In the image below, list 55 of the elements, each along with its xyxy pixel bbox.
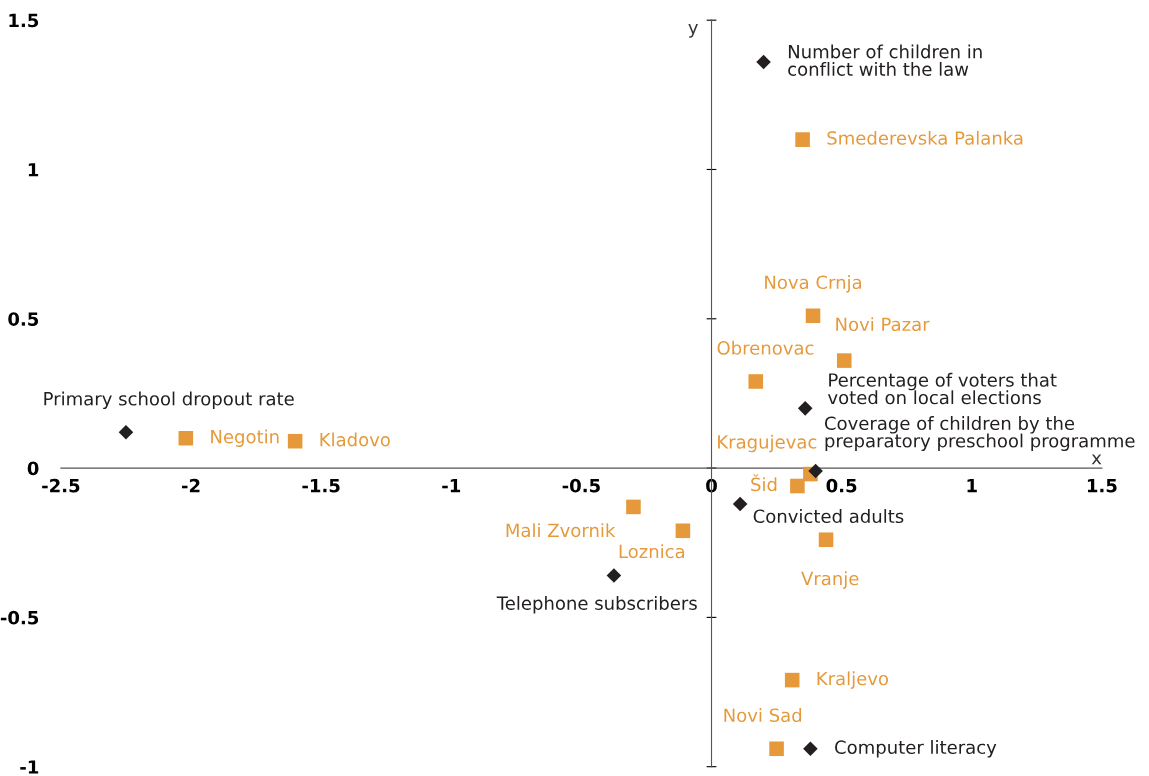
annotation: Šid (751, 474, 777, 492)
y-tick-label: 0.5 (8, 312, 39, 326)
annotation: Novi Pazar (836, 317, 930, 332)
point (748, 374, 764, 389)
point (756, 54, 771, 70)
point (808, 463, 823, 479)
x-tick-label: 1.5 (1087, 479, 1117, 493)
point (805, 308, 821, 324)
point (795, 132, 810, 147)
annotation: Kladovo (320, 432, 390, 447)
annotation: Coverage of children by the preparatory preschool programme (824, 416, 1135, 452)
point (606, 568, 622, 583)
point (118, 424, 134, 440)
annotation: Mali Zvornik (506, 523, 616, 538)
annotation: Number of children in conflict with the law (788, 44, 982, 76)
y-tick-label: 1 (28, 163, 39, 177)
annotation: Nova Crnja (765, 275, 862, 293)
point (818, 532, 834, 548)
y-tick-label: -0.5 (0, 610, 39, 625)
y-tick-label: 1.5 (9, 13, 39, 28)
y-tick-label: 0 (27, 461, 39, 476)
y-tick-label: -1 (20, 760, 39, 774)
annotation: Smederevska Palanka (827, 130, 1023, 145)
point (797, 401, 813, 416)
x-tick-label: 1 (967, 479, 977, 493)
point (626, 499, 641, 515)
annotation: Vranje (801, 571, 859, 589)
annotation: Novi Sad (724, 708, 802, 723)
point (769, 741, 784, 757)
annotation: Obrenovac (717, 340, 814, 355)
point (675, 523, 691, 539)
annotation: Loznica (619, 544, 685, 559)
x-tick-label: -1.5 (302, 479, 340, 493)
point (836, 353, 852, 368)
point (803, 741, 818, 757)
x-tick-label: -2 (181, 478, 200, 493)
annotation: Kragujevac (718, 434, 817, 453)
annotation: Computer literacy (835, 740, 997, 758)
x-tick-label: -0.5 (562, 478, 600, 493)
point (790, 478, 805, 494)
x-tick-label: -1 (442, 479, 461, 493)
y-axis-title: y (688, 24, 698, 38)
x-tick-label: -2.5 (42, 478, 80, 493)
x-axis-title: x (1091, 454, 1102, 465)
annotation: Kraljevo (817, 671, 889, 689)
annotation: Primary school dropout rate (44, 391, 294, 410)
annotation: Telephone subscribers (496, 596, 697, 614)
point (178, 430, 194, 446)
x-tick-label: 0.5 (826, 478, 857, 493)
point (287, 433, 303, 449)
annotation: Convicted adults (753, 509, 904, 524)
annotation: Percentage of voters that voted on local elections (827, 372, 1057, 405)
annotation: Negotin (211, 429, 279, 447)
point (732, 496, 748, 512)
point (784, 672, 800, 688)
